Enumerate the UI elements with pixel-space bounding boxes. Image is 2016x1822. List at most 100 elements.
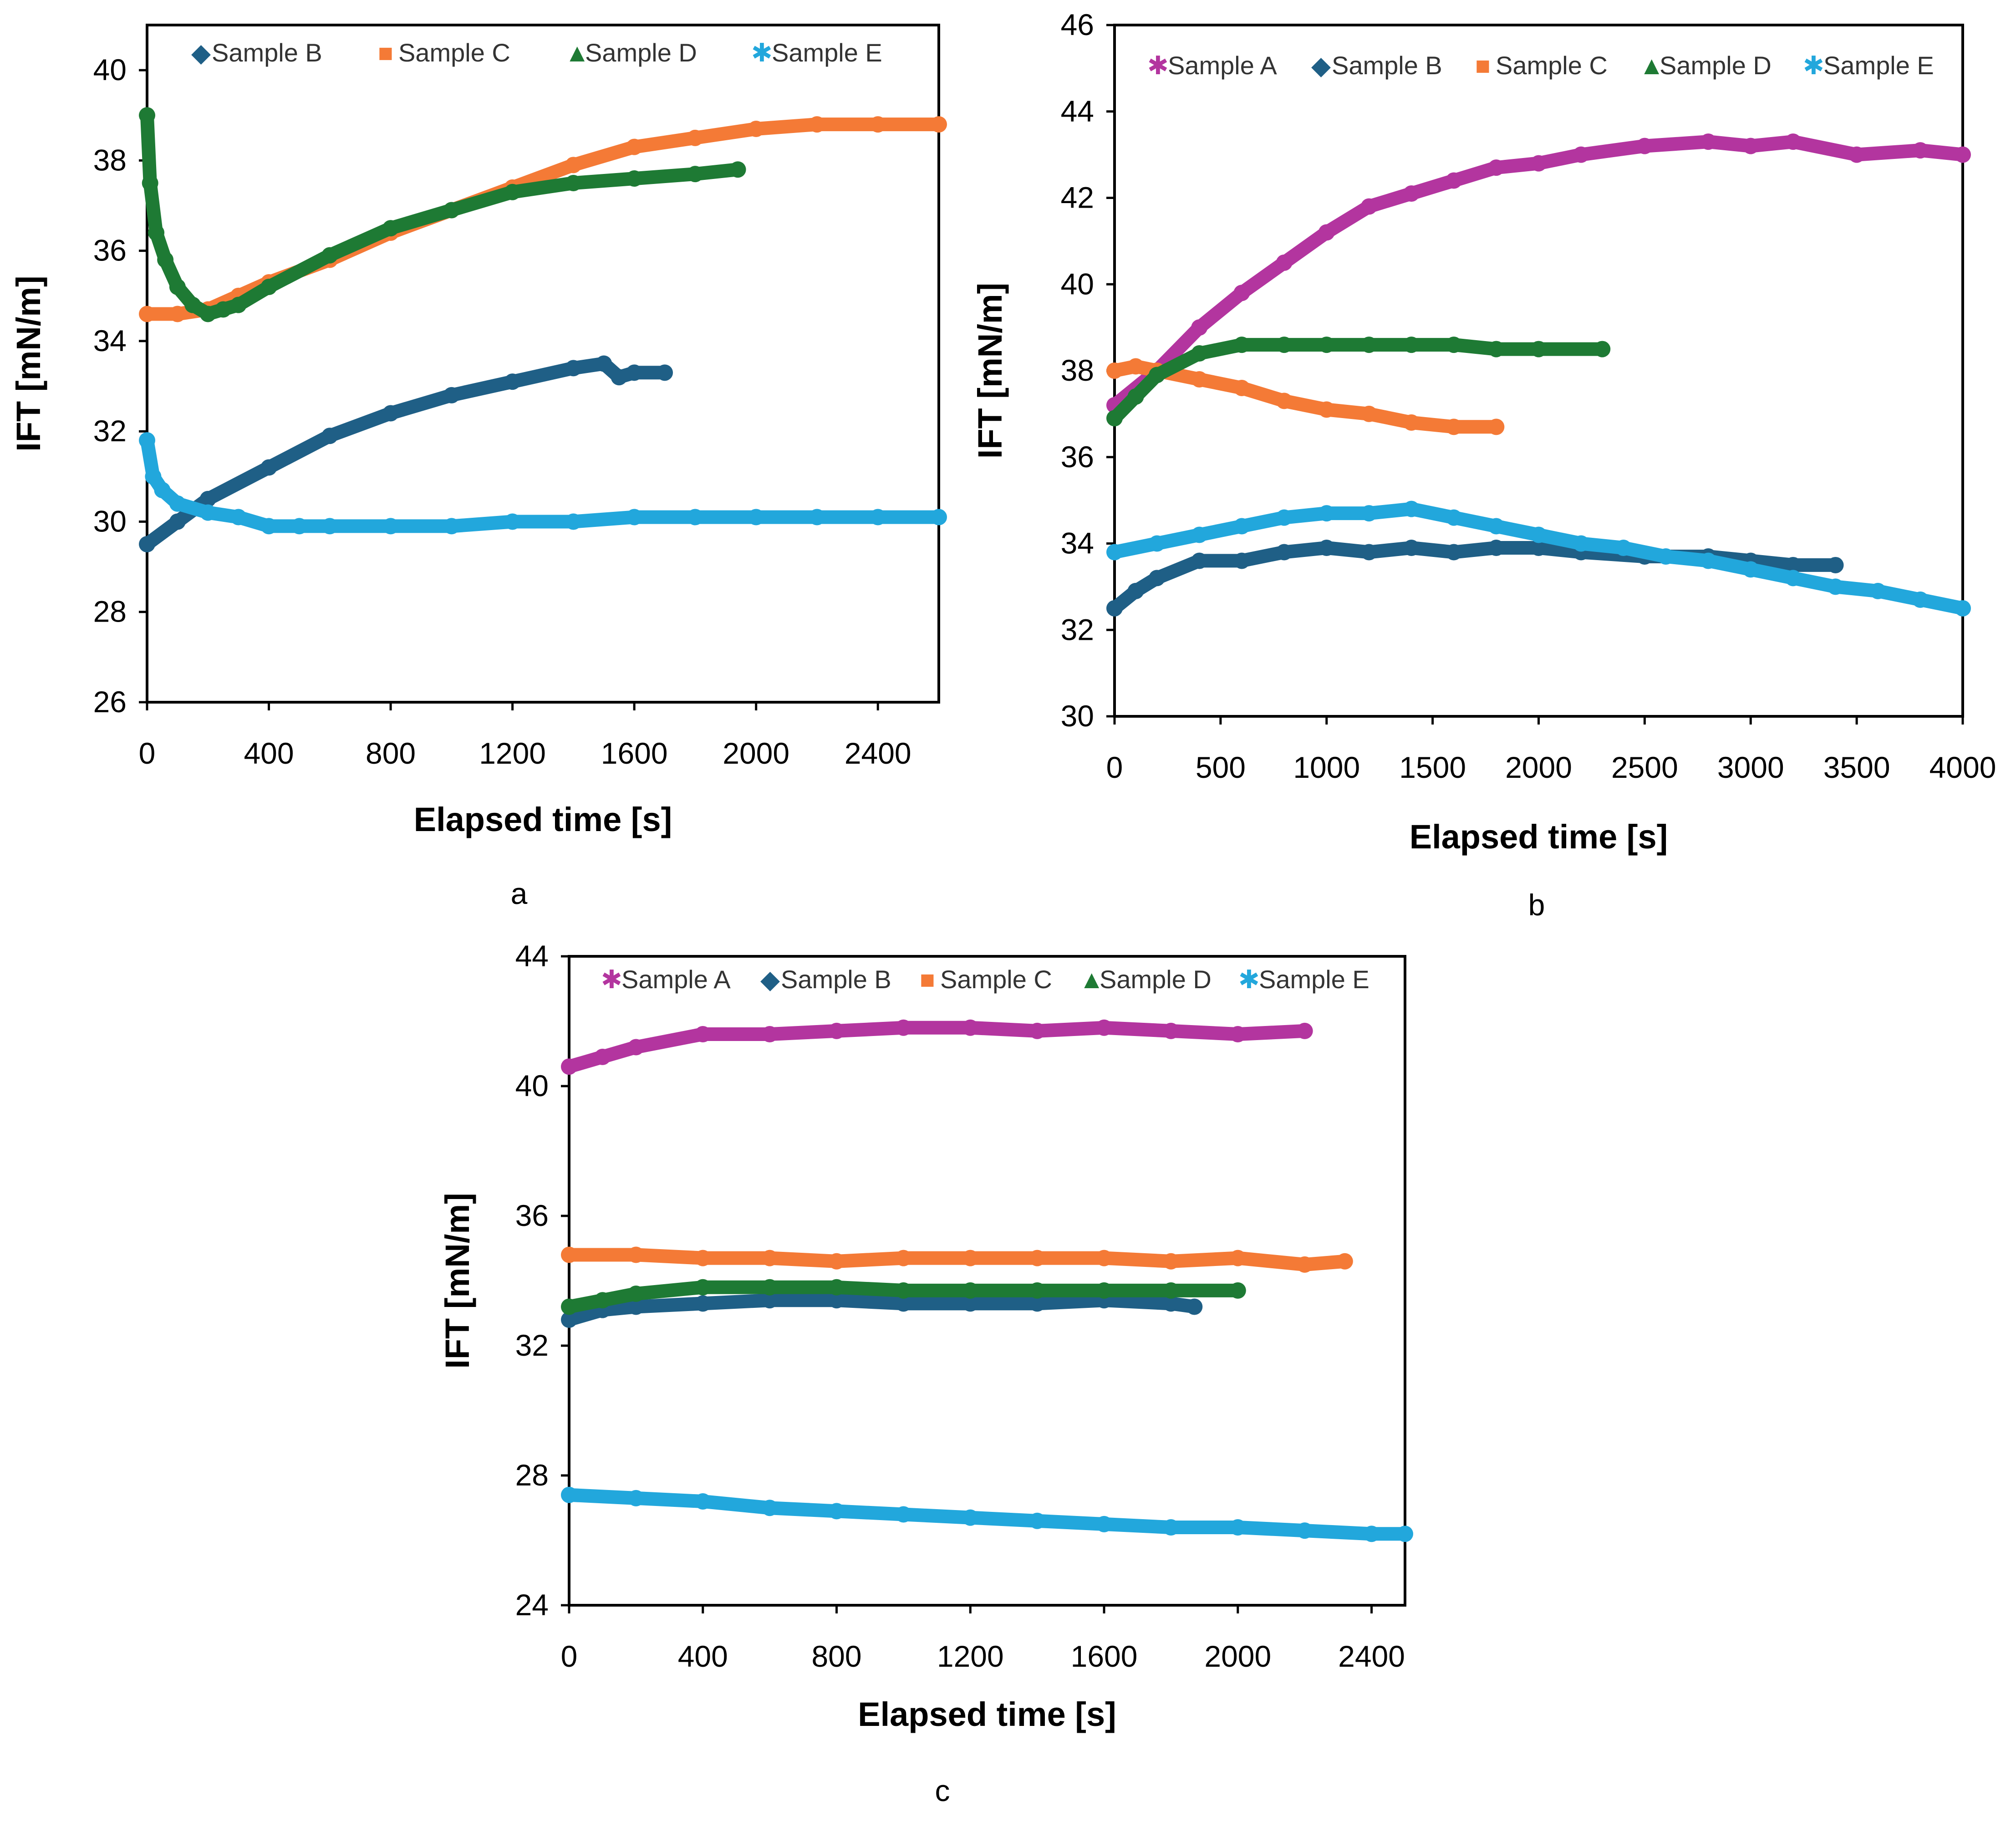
data-point [1636,138,1653,154]
y-tick-label: 28 [93,595,127,628]
data-point [139,536,155,553]
data-point [215,301,232,318]
data-point [1318,337,1335,353]
data-point [1127,358,1144,375]
x-axis-title: Elapsed time [s] [1410,818,1668,856]
data-point [1106,544,1123,561]
series-sample-e [561,1486,1413,1542]
data-point [895,1506,912,1523]
legend-label: Sample C [940,965,1052,994]
y-tick-label: 40 [515,1069,549,1102]
data-point [895,1250,912,1266]
data-point [1488,159,1505,176]
data-point [561,1312,577,1328]
x-tick-label: 500 [1196,750,1246,784]
data-point [1742,561,1759,578]
data-point [1403,337,1420,353]
data-point [1233,518,1250,535]
data-point [870,116,886,133]
series-sample-e [1106,500,1971,617]
data-point [1149,570,1166,587]
series-sample-c [1106,358,1505,435]
data-point [687,129,703,146]
data-point [1096,1019,1113,1036]
x-tick-label: 800 [811,1639,861,1673]
data-point [1397,1526,1413,1542]
data-point [694,1493,711,1510]
data-point [1360,198,1377,215]
x-tick-label: 1000 [1293,750,1360,784]
data-point [1296,1256,1313,1273]
y-tick-label: 34 [93,324,127,357]
data-point [1488,518,1505,535]
data-point [1573,146,1589,163]
legend-label: Sample B [212,38,322,67]
data-point [611,369,627,386]
data-point [1229,1250,1246,1266]
data-point [748,121,764,138]
data-point [1912,591,1929,608]
data-point [169,278,186,295]
series-sample-a [561,1019,1313,1075]
data-point [962,1295,979,1312]
legend-label: Sample D [1100,965,1212,994]
data-point [1403,414,1420,431]
x-tick-label: 4000 [1929,750,1996,784]
data-point [694,1250,711,1266]
y-tick-label: 38 [93,143,127,177]
data-point [1360,505,1377,522]
legend-marker-icon: ▲ [565,38,590,67]
data-point [962,1509,979,1526]
plot-area-frame [568,955,1406,1607]
data-point [1191,526,1208,543]
legend-label: Sample A [1168,51,1277,80]
data-point [1106,600,1123,617]
data-point [657,364,673,381]
x-tick-label: 400 [244,736,294,770]
data-point [828,1253,845,1270]
data-point [1162,1282,1179,1299]
data-point [1827,556,1844,573]
data-point [931,509,947,526]
data-point [157,251,174,268]
y-tick-label: 36 [515,1199,549,1232]
y-tick-label: 40 [93,53,127,87]
data-point [504,513,521,530]
series-sample-c [561,1246,1353,1273]
data-point [1742,138,1759,154]
data-point [694,1295,711,1312]
panel-c: 0 400 800 1200 1600 2000 2400 24 28 32 36 40 44 Elaps… [438,939,1413,1807]
plot-area-frame [1113,24,1964,718]
data-point [1276,509,1293,526]
data-point [148,225,165,241]
data-point [828,1279,845,1296]
data-point [1162,1022,1179,1039]
data-point [1276,544,1293,561]
y-tick-label: 28 [515,1458,549,1492]
legend-label: Sample A [621,965,731,994]
data-point [626,509,643,526]
panel-b: 0 500 1000 1500 2000 2500 3000 3500 4000 30 32 34 36… [971,8,1996,922]
y-tick-label: 36 [1061,440,1094,474]
x-tick-label: 0 [139,736,156,770]
data-point [145,468,162,485]
data-point [382,405,399,422]
data-point [1488,341,1505,357]
y-tick-label: 42 [1061,181,1094,214]
data-point [1229,1282,1246,1299]
data-point [1700,133,1717,150]
x-tick-label: 3000 [1717,750,1784,784]
data-point [1446,337,1462,353]
data-point [382,518,399,535]
x-tick-label: 2000 [723,736,789,770]
data-point [596,355,612,372]
legend-marker-icon: ◆ [760,965,780,994]
legend-label: Sample E [1823,51,1934,80]
data-point [561,1486,577,1503]
data-point [199,504,216,521]
data-point [321,518,338,535]
data-point [895,1019,912,1036]
x-axis-title: Elapsed time [s] [858,1695,1116,1733]
data-point [199,490,216,507]
data-point [1233,379,1250,396]
